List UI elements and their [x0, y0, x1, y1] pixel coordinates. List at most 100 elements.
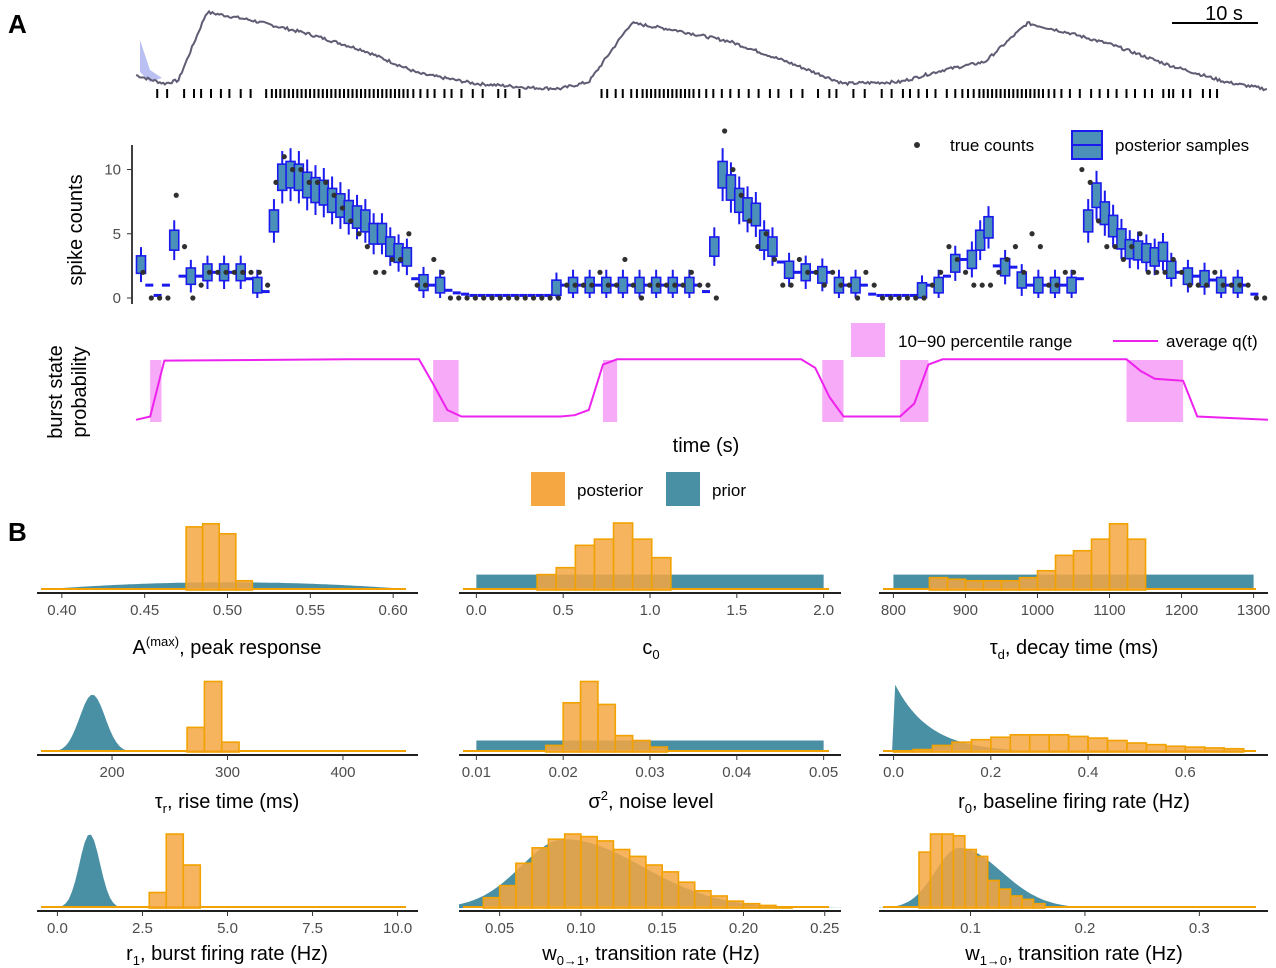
true-count-point	[1187, 282, 1193, 288]
sample-box	[709, 236, 720, 258]
true-count-point	[198, 282, 204, 288]
posterior-bar	[677, 881, 696, 909]
percentile-band	[602, 360, 618, 422]
posterior-bar	[593, 538, 615, 591]
posterior-bar	[515, 862, 533, 909]
hist-x-tick-label: 0.3	[1189, 920, 1210, 937]
legend-posterior-swatch	[531, 472, 565, 506]
posterior-bar	[929, 833, 943, 909]
true-count-point	[422, 282, 429, 288]
true-count-point	[431, 256, 437, 263]
true-count-point	[323, 179, 329, 185]
sample-box	[252, 276, 263, 294]
true-count-point	[821, 282, 827, 288]
legend-true-counts-label: true counts	[950, 136, 1034, 155]
sample-box	[750, 202, 762, 227]
hist-x-tick-label: 0.6	[1175, 764, 1196, 781]
hist-x-tick-label: 1.0	[640, 602, 661, 619]
panel-b-label: B	[8, 517, 27, 547]
true-count-point	[1120, 256, 1127, 263]
xlabel-decay-time: τd, decay time (ms)	[990, 637, 1159, 662]
posterior-bar	[580, 835, 598, 909]
true-count-point	[240, 269, 246, 275]
posterior-bar	[918, 851, 932, 909]
prior-density	[37, 834, 418, 908]
posterior-bar	[1036, 569, 1057, 591]
hist-x-tick-label: 0.0	[883, 764, 904, 781]
sample-box	[418, 273, 429, 292]
posterior-bar	[726, 900, 745, 909]
hist-x-tick-label: 0.40	[47, 602, 76, 619]
true-count-point	[838, 282, 844, 288]
posterior-bar	[964, 579, 985, 591]
posterior-bar	[1087, 737, 1109, 753]
true-count-point	[273, 179, 279, 185]
hist-x-tick-label: 0.10	[566, 920, 595, 937]
posterior-bar	[182, 864, 202, 909]
true-count-point	[1070, 269, 1077, 275]
true-count-point	[597, 269, 603, 275]
hist-x-tick-label: 0.04	[722, 764, 751, 781]
true-count-point	[1154, 269, 1160, 275]
hist-x-tick-label: 900	[953, 602, 978, 619]
posterior-bar	[1054, 554, 1075, 591]
posterior-bar	[218, 532, 237, 591]
true-count-point	[397, 256, 404, 263]
true-count-point	[680, 282, 686, 288]
true-count-point	[165, 295, 171, 301]
true-count-point	[722, 128, 728, 134]
true-count-point	[946, 244, 952, 250]
burst-y-label-line2: probability	[69, 346, 91, 437]
true-count-point	[464, 295, 470, 301]
percentile-band	[822, 360, 844, 422]
true-count-point	[929, 282, 935, 288]
true-count-point	[755, 244, 761, 250]
true-count-point	[962, 269, 969, 275]
hist-x-tick-label: 0.03	[635, 764, 664, 781]
posterior-bar	[912, 748, 934, 753]
posterior-bar	[1009, 895, 1023, 909]
prior-density	[37, 695, 418, 752]
scale-bar-label: 10 s	[1205, 3, 1243, 25]
true-count-point	[314, 179, 321, 185]
true-count-point	[888, 295, 894, 301]
sample-box	[966, 249, 978, 270]
true-count-point	[331, 192, 337, 198]
true-count-point	[530, 295, 537, 301]
posterior-bar	[758, 904, 777, 909]
posterior-bar	[645, 864, 663, 909]
true-count-point	[539, 295, 545, 301]
posterior-bar	[1184, 746, 1206, 753]
posterior-bar	[628, 855, 647, 909]
hist-x-tick-label: 0.1	[960, 920, 981, 937]
hist-x-tick-label: 0.05	[809, 764, 838, 781]
legend-true-counts-marker	[914, 142, 920, 148]
true-count-point	[921, 295, 927, 301]
true-count-point	[871, 282, 877, 288]
hist-x-tick-label: 300	[215, 764, 240, 781]
posterior-bar	[531, 846, 550, 909]
hist-x-tick-label: 0.55	[296, 602, 325, 619]
posterior-bar	[614, 734, 634, 753]
hist-x-tick-label: 0.25	[810, 920, 839, 937]
true-count-point	[439, 269, 445, 275]
true-count-point	[771, 256, 778, 263]
true-count-point	[863, 269, 869, 275]
posterior-bar	[892, 750, 914, 753]
true-count-point	[356, 231, 362, 237]
true-count-point	[647, 282, 653, 288]
posterior-bar	[1203, 747, 1226, 753]
true-count-point	[298, 166, 304, 173]
posterior-bar	[982, 579, 1003, 591]
true-count-point	[630, 282, 636, 288]
true-count-point	[672, 282, 678, 288]
sample-box	[376, 222, 388, 245]
legend-line-label: average q(t)	[1166, 332, 1258, 351]
hist-x-tick-label: 10.0	[383, 920, 412, 937]
true-count-point	[879, 295, 886, 301]
true-count-point	[547, 295, 553, 301]
posterior-bar	[597, 703, 617, 753]
hist-x-tick-label: 0.4	[1078, 764, 1099, 781]
posterior-bar	[536, 573, 558, 591]
true-count-point	[481, 295, 487, 301]
